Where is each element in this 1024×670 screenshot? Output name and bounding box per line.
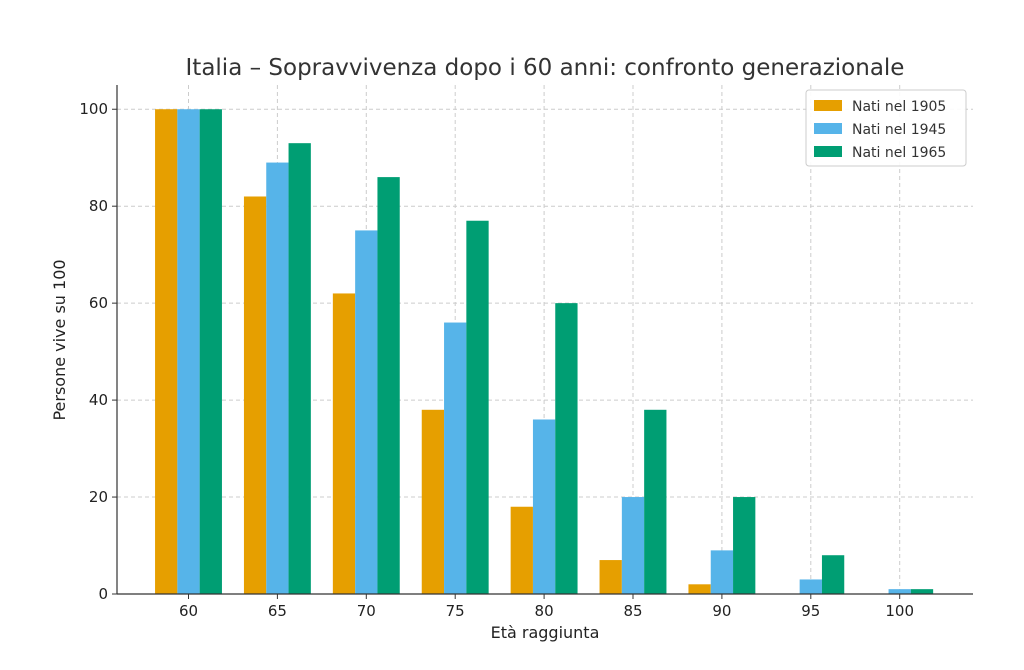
bar-nati-nel-1945-75	[444, 322, 467, 594]
x-tick-label: 75	[446, 602, 465, 620]
bar-nati-nel-1945-60	[177, 109, 200, 594]
bar-nati-nel-1945-70	[355, 230, 378, 594]
x-axis-label: Età raggiunta	[491, 623, 600, 642]
bar-nati-nel-1965-95	[821, 555, 845, 594]
x-tick-label: 60	[179, 602, 198, 620]
bar-nati-nel-1945-65	[266, 162, 289, 595]
bars-layer	[155, 109, 934, 595]
bar-nati-nel-1905-60	[155, 109, 178, 594]
bar-nati-nel-1905-90	[688, 584, 711, 594]
bar-nati-nel-1965-90	[733, 497, 756, 594]
bar-nati-nel-1965-65	[288, 143, 311, 594]
bar-nati-nel-1905-85	[599, 560, 622, 594]
y-tick-label: 20	[89, 488, 108, 506]
bar-nati-nel-1965-75	[466, 220, 489, 594]
legend: Nati nel 1905 Nati nel 1945 Nati nel 1965	[805, 89, 967, 167]
bar-nati-nel-1905-80	[510, 506, 533, 594]
bar-nati-nel-1965-80	[555, 303, 578, 594]
x-tick-label: 100	[885, 602, 914, 620]
legend-box	[805, 89, 967, 167]
bar-nati-nel-1945-85	[621, 497, 645, 594]
legend-label: Nati nel 1945	[852, 122, 946, 138]
bar-nati-nel-1945-100	[888, 589, 911, 594]
x-tick-label: 80	[535, 602, 554, 620]
legend-swatch	[814, 100, 842, 111]
y-axis-label: Persone vive su 100	[50, 259, 69, 420]
legend-label: Nati nel 1965	[852, 145, 946, 161]
y-tick-label: 60	[89, 294, 108, 312]
chart-title: Italia – Sopravvivenza dopo i 60 anni: c…	[186, 55, 905, 81]
bar-nati-nel-1945-95	[799, 579, 822, 594]
bar-nati-nel-1905-75	[421, 409, 445, 594]
x-tick-label: 85	[623, 602, 642, 620]
x-tick-label: 70	[357, 602, 376, 620]
bar-nati-nel-1965-85	[644, 409, 667, 594]
bar-nati-nel-1905-65	[243, 196, 267, 594]
bar-nati-nel-1945-90	[710, 550, 734, 594]
legend-swatch	[814, 123, 842, 134]
bar-nati-nel-1965-70	[377, 177, 400, 594]
legend-label: Nati nel 1905	[852, 99, 946, 115]
x-tick-label: 95	[801, 602, 820, 620]
axes-layer	[116, 85, 973, 595]
y-tick-label: 100	[79, 100, 108, 118]
y-tick-label: 0	[98, 585, 108, 603]
bar-nati-nel-1945-80	[532, 419, 556, 594]
bar-nati-nel-1965-100	[910, 589, 934, 594]
x-tick-label: 90	[712, 602, 731, 620]
bar-nati-nel-1905-70	[332, 293, 356, 594]
x-tick-label: 65	[268, 602, 287, 620]
legend-swatch	[814, 146, 842, 157]
y-tick-label: 80	[89, 197, 108, 215]
y-tick-label: 40	[89, 391, 108, 409]
bar-nati-nel-1965-60	[199, 109, 222, 594]
ticks-layer: 0 20 40 60 80 100 60 65 70 75 80 85 90 95 100	[79, 100, 914, 620]
